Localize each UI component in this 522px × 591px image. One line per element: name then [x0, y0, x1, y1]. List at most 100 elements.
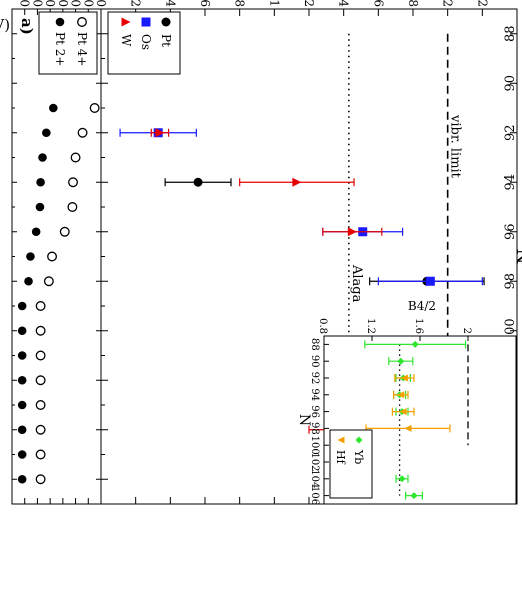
- inset-point-hf: [399, 408, 407, 416]
- x-tick-label: 96: [503, 223, 518, 240]
- legend-label-b: Os: [139, 34, 153, 50]
- y-tick-label-b: 1.6: [371, 0, 385, 7]
- y-tick-label-b: 0.8: [233, 0, 247, 7]
- data-point-pt4: [68, 177, 78, 188]
- y-tick-label-b: 1.2: [302, 0, 316, 7]
- legend-marker-yb: [355, 436, 363, 444]
- x-tick-label: 88: [503, 25, 518, 42]
- legend-marker-w: [121, 17, 131, 27]
- data-point-pt2: [17, 474, 27, 484]
- inset-x-tick-label: 96: [309, 405, 320, 418]
- legend-marker-os: [141, 17, 151, 27]
- legend-label-inset: Yb: [352, 449, 365, 464]
- data-point-pt2: [35, 202, 45, 212]
- panel-a-label: a): [18, 18, 36, 35]
- legend-label-inset: Hf: [334, 450, 347, 465]
- data-point-w: [155, 128, 165, 138]
- y-tick-label-a: 200: [18, 0, 32, 7]
- legend-marker-pt2: [55, 17, 65, 27]
- data-point-pt2: [17, 351, 27, 360]
- y-tick-label-b: 0.2: [129, 0, 143, 7]
- legend-marker-pt: [161, 17, 171, 27]
- data-point-pt4: [43, 276, 54, 287]
- data-point-pt4: [35, 375, 46, 386]
- inset-x-tick-label: 106: [309, 486, 320, 505]
- legend-marker-pt4: [77, 17, 87, 27]
- inset-x-axis-title: N: [296, 414, 312, 426]
- data-point-pt4: [35, 350, 46, 361]
- data-point-pt2: [17, 375, 27, 385]
- legend-marker-hf: [337, 436, 345, 444]
- data-point-pt4: [70, 152, 81, 163]
- inset-x-tick-label: 98: [309, 422, 320, 435]
- inset-x-tick-label: 102: [309, 452, 320, 471]
- data-point-pt4: [89, 103, 100, 113]
- data-point-pt4: [77, 127, 88, 138]
- data-point-pt2: [17, 326, 27, 336]
- y-tick-label-b: 2: [441, 0, 455, 7]
- data-point-pt4: [35, 301, 46, 311]
- y-tick-label-a: 600: [43, 0, 57, 7]
- data-point-pt2: [36, 177, 45, 187]
- inset-y-axis-title: B4/2: [408, 299, 436, 313]
- inset-x-tick-label: 88: [309, 338, 320, 351]
- data-point-w: [347, 227, 357, 237]
- legend-b-box: [107, 11, 181, 75]
- inset-y-tick-label: 1.2: [365, 318, 376, 334]
- data-point-pt2: [17, 450, 27, 459]
- inset-y-tick-label: 1.6: [413, 318, 424, 334]
- legend-label-a: Pt 2+: [53, 32, 67, 66]
- y-tick-label-b: 1.8: [406, 0, 420, 7]
- x-tick-label: 94: [503, 174, 518, 191]
- inset-point-hf: [397, 391, 405, 399]
- alaga-label: Alaga: [349, 264, 364, 303]
- data-point-pt4: [47, 251, 57, 262]
- inset-x-tick-label: 104: [309, 469, 320, 488]
- y-tick-label-a: 800: [56, 0, 70, 7]
- x-axis-title: N: [514, 249, 522, 265]
- inset-point-yb: [410, 492, 418, 500]
- data-point-pt4: [35, 400, 46, 410]
- data-point-pt2: [17, 400, 27, 410]
- x-tick-label: 92: [503, 124, 518, 141]
- y-tick-label-a: 1000: [69, 0, 83, 7]
- x-tick-label: 90: [503, 75, 518, 92]
- y-tick-label-a: 1200: [81, 0, 95, 7]
- inset-y-tick-label: 0.8: [317, 318, 328, 334]
- y-tick-label-b: 1.4: [337, 0, 351, 7]
- data-point-pt: [193, 177, 203, 187]
- data-point-pt2: [26, 252, 35, 261]
- inset-x-tick-label: 92: [309, 372, 320, 385]
- data-point-pt4: [35, 325, 46, 336]
- data-point-pt2: [49, 103, 58, 113]
- data-point-pt2: [31, 227, 41, 237]
- data-point-os: [425, 276, 435, 286]
- legend-a-box: [38, 11, 98, 75]
- data-point-pt2: [17, 425, 27, 435]
- data-point-pt4: [35, 424, 46, 435]
- legend-label-a: Pt 4+: [75, 32, 89, 66]
- inset-x-tick-label: 90: [309, 355, 320, 368]
- y-tick-label-b: 0.4: [163, 0, 177, 7]
- y-tick-label-b: 1: [267, 0, 281, 7]
- x-tick-label: 98: [503, 273, 518, 290]
- inset-y-tick-label: 2: [461, 328, 472, 334]
- legend-label-b: W: [119, 34, 133, 47]
- data-point-pt4: [59, 226, 70, 237]
- data-point-pt4: [67, 202, 78, 212]
- data-point-pt2: [17, 301, 27, 311]
- inset-point-hf: [400, 374, 408, 382]
- inset-point-hf: [404, 424, 412, 432]
- vibr-limit-label: vibr. limit: [448, 114, 463, 179]
- inset-x-tick-label: 100: [309, 436, 320, 455]
- inset-x-tick-label: 94: [309, 388, 320, 401]
- y-tick-label-b: 0.6: [198, 0, 212, 7]
- y-tick-label-b: 0: [94, 0, 108, 7]
- y-tick-label-a: 400: [30, 0, 44, 7]
- data-point-pt2: [38, 153, 47, 162]
- y-tick-label-b: 2.2: [475, 0, 489, 7]
- data-point-pt4: [35, 449, 46, 460]
- data-point-w: [292, 177, 302, 187]
- legend-inset-box: [329, 429, 373, 499]
